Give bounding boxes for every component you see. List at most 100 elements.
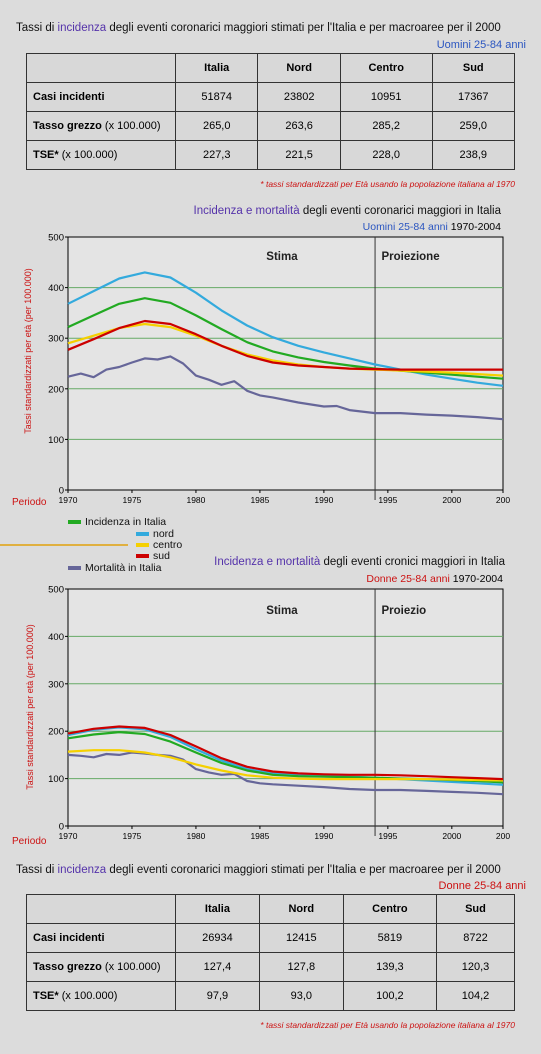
table-row: Casi incidenti 51874 23802 10951 17367 <box>26 82 516 112</box>
col-header: Italia <box>175 894 260 924</box>
legend-swatch <box>136 543 149 548</box>
x-tick-label: 1980 <box>186 495 205 505</box>
y-tick-label: 300 <box>48 334 64 345</box>
x-tick-label: 1990 <box>314 831 333 841</box>
row-label: TSE* (x 100.000) <box>26 981 176 1011</box>
legend-sud: sud <box>136 550 170 562</box>
series-line-nord <box>67 271 504 387</box>
series-line-incidenza <box>67 297 504 380</box>
x-tick-label: 1975 <box>123 495 142 505</box>
table-row: TSE* (x 100.000) 97,9 93,0 100,2 104,2 <box>26 981 516 1011</box>
table1-subtitle: Uomini 25-84 anni <box>436 39 526 51</box>
x-tick-label: 1985 <box>250 495 269 505</box>
plot-area <box>67 588 504 827</box>
cell: 221,5 <box>257 140 341 170</box>
cell: 227,3 <box>174 140 259 170</box>
legend-swatch <box>68 566 81 571</box>
cell: 127,8 <box>258 952 344 982</box>
cell: 12415 <box>258 923 344 953</box>
table-row: TSE* (x 100.000) 227,3 221,5 228,0 238,9 <box>26 140 516 170</box>
table2-title: Tassi di incidenza degli eventi coronari… <box>16 864 501 876</box>
col-header: Sud <box>431 53 516 83</box>
x-tick-label: 1980 <box>186 831 205 841</box>
table2-subtitle: Donne 25-84 anni <box>438 880 526 892</box>
table-row: Tasso grezzo (x 100.000) 265,0 263,6 285… <box>26 111 516 141</box>
chart1-title: Incidenza e mortalità degli eventi coron… <box>193 205 501 217</box>
legend-mortalita: Mortalità in Italia <box>68 562 161 574</box>
row-label: Casi incidenti <box>26 82 176 112</box>
table-row: Casi incidenti 26934 12415 5819 8722 <box>26 923 516 953</box>
chart1-subtitle: Uomini 25-84 anni 1970-2004 <box>362 221 501 233</box>
chart2-xlabel: Periodo <box>12 836 47 847</box>
series-line-sud <box>67 725 504 781</box>
col-header: Nord <box>258 894 344 924</box>
cell: 5819 <box>342 923 437 953</box>
x-tick-label: 1990 <box>314 495 333 505</box>
cell: 127,4 <box>175 952 260 982</box>
x-tick-label: 200 <box>496 831 510 841</box>
x-tick-label: 200 <box>496 495 510 505</box>
col-header: Italia <box>174 53 259 83</box>
table-header-row: Italia Nord Centro Sud <box>26 894 516 924</box>
cell: 100,2 <box>342 981 437 1011</box>
y-tick-label: 400 <box>48 283 64 294</box>
annotation-stima: Stima <box>266 605 298 617</box>
cell: 17367 <box>431 82 516 112</box>
y-tick-label: 300 <box>48 679 64 690</box>
table-header-row: Italia Nord Centro Sud <box>26 53 516 83</box>
col-header: Centro <box>339 53 433 83</box>
legend-swatch <box>136 532 149 537</box>
y-tick-label: 500 <box>48 585 64 596</box>
series-line-nord <box>67 726 504 786</box>
legend-incidenza: Incidenza in Italia <box>68 516 166 528</box>
y-tick-label: 500 <box>48 233 64 244</box>
cell: 139,3 <box>342 952 437 982</box>
x-tick-label: 1995 <box>378 495 397 505</box>
cell: 23802 <box>257 82 341 112</box>
annotation-proiezione: Proiezione <box>381 251 439 263</box>
x-tick-label: 1970 <box>59 495 78 505</box>
cell: 265,0 <box>174 111 259 141</box>
divider-line <box>0 544 128 546</box>
chart1-xlabel: Periodo <box>12 497 47 508</box>
row-label: Tasso grezzo (x 100.000) <box>26 952 176 982</box>
x-tick-label: 2000 <box>442 831 461 841</box>
cell: 259,0 <box>431 111 516 141</box>
cell: 8722 <box>435 923 516 953</box>
cell: 104,2 <box>435 981 516 1011</box>
x-tick-label: 1985 <box>250 831 269 841</box>
col-header: Nord <box>257 53 341 83</box>
col-header: Centro <box>342 894 437 924</box>
y-tick-label: 400 <box>48 632 64 643</box>
cell: 26934 <box>175 923 260 953</box>
series-line-centro <box>67 322 504 377</box>
table2-note: * tassi standardizzati per Età usando la… <box>260 1020 515 1030</box>
legend-centro: centro <box>136 539 182 551</box>
table1-title: Tassi di incidenza degli eventi coronari… <box>16 22 501 34</box>
cell: 120,3 <box>435 952 516 982</box>
series-line-sud <box>67 319 503 371</box>
table-row: Tasso grezzo (x 100.000) 127,4 127,8 139… <box>26 952 516 982</box>
cell: 263,6 <box>257 111 341 141</box>
chart2-plot: 0 100 200 300 400 500 1970 1975 1980 1985 1990 1995… <box>48 585 510 842</box>
legend-swatch <box>68 520 81 525</box>
cell: 97,9 <box>175 981 260 1011</box>
series-line-centro <box>67 749 504 782</box>
legend-nord: nord <box>136 528 174 540</box>
x-tick-label: 2000 <box>442 495 461 505</box>
table1-note: * tassi standardizzati per Età usando la… <box>260 179 515 189</box>
series-line-mortalita <box>67 751 504 796</box>
y-tick-label: 200 <box>48 384 64 395</box>
cell: 93,0 <box>258 981 344 1011</box>
row-label: Tasso grezzo (x 100.000) <box>26 111 176 141</box>
table2: Italia Nord Centro Sud Casi incidenti 26… <box>26 894 516 1011</box>
y-tick-label: 200 <box>48 727 64 738</box>
x-tick-label: 1970 <box>59 831 78 841</box>
legend-swatch <box>136 554 149 559</box>
chart1-plot: 0 100 200 300 400 500 1970 1975 1980 1985 1990 1995… <box>48 233 510 506</box>
table1: Italia Nord Centro Sud Casi incidenti 51… <box>26 53 516 170</box>
y-tick-label: 100 <box>48 774 64 785</box>
annotation-proiezione: Proiezio <box>381 605 426 617</box>
cell: 228,0 <box>339 140 433 170</box>
cell: 285,2 <box>339 111 433 141</box>
